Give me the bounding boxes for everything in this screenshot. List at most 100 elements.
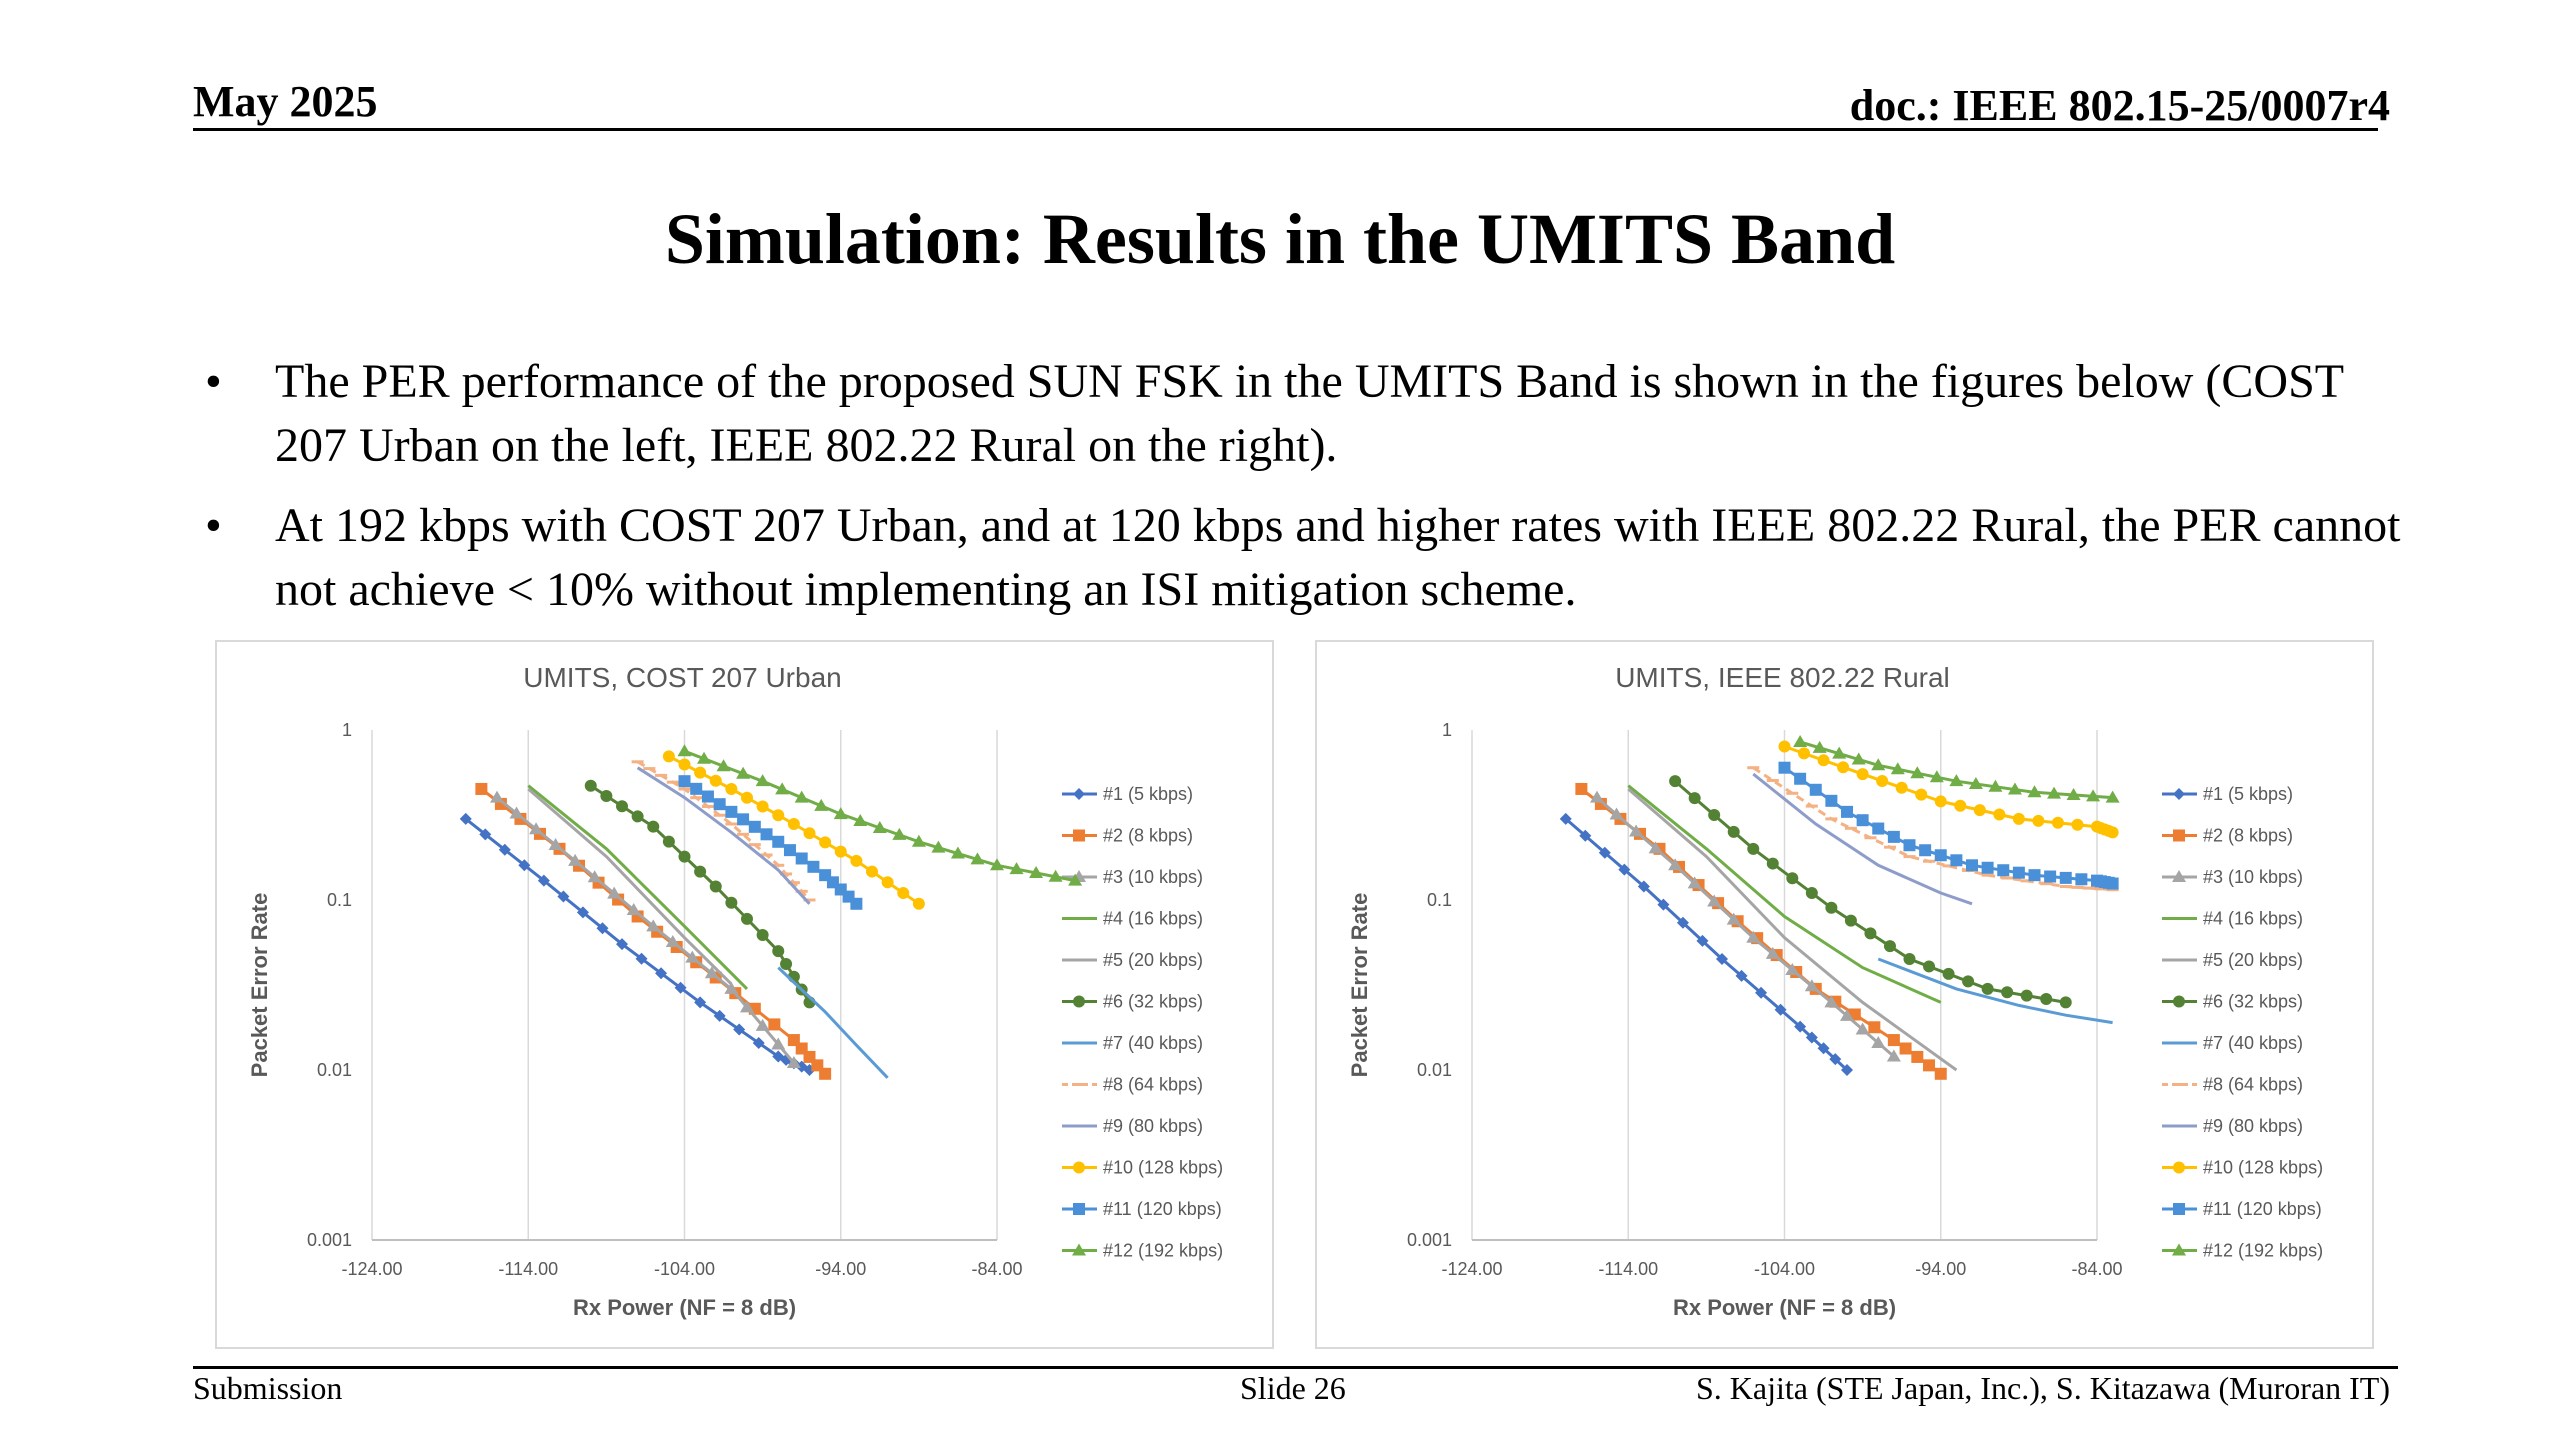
series-line-4 xyxy=(1627,784,1942,1004)
bullet-item: • At 192 kbps with COST 207 Urban, and at… xyxy=(205,494,2405,622)
data-point-series-8 xyxy=(748,843,761,847)
data-point-series-11 xyxy=(701,790,714,803)
data-point-series-10 xyxy=(897,887,910,900)
legend-label-6: #6 (32 kbps) xyxy=(2203,992,2303,1012)
data-point-series-8 xyxy=(2001,876,2014,880)
data-point-series-11 xyxy=(772,835,785,848)
legend-label-8: #8 (64 kbps) xyxy=(2203,1075,2303,1095)
data-point-series-8 xyxy=(1805,804,1818,808)
data-point-series-3 xyxy=(755,1018,770,1031)
data-point-series-12 xyxy=(794,790,809,803)
data-point-series-3 xyxy=(607,886,622,899)
y-tick-label: 0.001 xyxy=(307,1230,352,1250)
data-point-series-2 xyxy=(1911,1050,1924,1063)
legend-marker-2 xyxy=(1073,829,1085,842)
data-point-series-8 xyxy=(1747,766,1760,770)
data-point-series-3 xyxy=(1886,1049,1901,1062)
data-point-series-8 xyxy=(780,872,793,876)
data-point-series-10 xyxy=(2106,826,2119,839)
chart-title: UMITS, COST 207 Urban xyxy=(523,662,841,693)
data-point-series-2 xyxy=(1923,1059,1936,1072)
data-point-series-11 xyxy=(1841,805,1853,818)
data-point-series-12 xyxy=(1048,869,1063,882)
data-point-series-1 xyxy=(498,843,511,856)
data-point-series-11 xyxy=(713,798,726,811)
data-point-series-12 xyxy=(755,774,770,787)
data-point-series-1 xyxy=(1774,1003,1787,1016)
data-point-series-12 xyxy=(1793,734,1808,747)
data-point-series-6 xyxy=(1708,809,1721,821)
data-point-series-2 xyxy=(1575,782,1588,795)
y-tick-label: 0.1 xyxy=(327,890,352,910)
x-tick-label: -114.00 xyxy=(1598,1259,1658,1279)
data-point-series-12 xyxy=(1929,770,1944,783)
data-point-series-6 xyxy=(662,835,675,848)
data-point-series-11 xyxy=(1934,849,1947,862)
legend-label-2: #2 (8 kbps) xyxy=(2203,826,2293,846)
chart-panel-rural: UMITS, IEEE 802.22 Rural -124.00 -114.00 -1… xyxy=(1315,640,2374,1349)
data-point-series-12 xyxy=(833,807,848,820)
y-axis-label: Packet Error Rate xyxy=(247,893,272,1078)
data-point-series-6 xyxy=(780,957,793,970)
data-point-series-12 xyxy=(1009,862,1024,875)
legend-marker-12 xyxy=(1072,1243,1086,1256)
data-point-series-1 xyxy=(1755,986,1768,999)
y-tick-label: 0.001 xyxy=(1407,1230,1452,1250)
data-point-series-12 xyxy=(872,820,887,833)
data-point-series-10 xyxy=(881,876,894,889)
data-point-series-10 xyxy=(1778,740,1791,753)
data-point-series-2 xyxy=(1934,1067,1947,1080)
data-point-series-10 xyxy=(866,865,878,878)
data-point-series-1 xyxy=(576,906,589,919)
data-point-series-3 xyxy=(587,870,602,883)
legend-marker-11 xyxy=(1073,1203,1085,1215)
data-point-series-10 xyxy=(2032,814,2045,827)
data-point-series-3 xyxy=(724,981,739,994)
data-point-series-6 xyxy=(725,896,738,909)
header-date: May 2025 xyxy=(193,77,378,126)
data-point-series-1 xyxy=(459,812,472,825)
data-point-series-12 xyxy=(1968,776,1983,789)
legend-label-7: #7 (40 kbps) xyxy=(1103,1033,1203,1053)
data-point-series-1 xyxy=(674,981,687,994)
data-point-series-8 xyxy=(1786,791,1799,795)
data-point-series-12 xyxy=(1029,865,1044,878)
data-point-series-8 xyxy=(643,767,656,771)
data-point-series-1 xyxy=(1716,952,1728,965)
data-point-series-3 xyxy=(1648,841,1663,854)
data-point-series-1 xyxy=(1579,829,1592,842)
legend-label-5: #5 (20 kbps) xyxy=(1103,950,1203,970)
data-point-series-8 xyxy=(2106,888,2119,892)
data-point-series-8 xyxy=(713,813,726,817)
data-point-series-11 xyxy=(1872,822,1885,835)
data-point-series-10 xyxy=(787,817,800,830)
data-point-series-8 xyxy=(2083,886,2096,890)
data-point-series-10 xyxy=(2071,818,2084,831)
data-point-series-6 xyxy=(1825,901,1838,914)
data-point-series-11 xyxy=(1950,854,1963,867)
data-point-series-8 xyxy=(2059,885,2072,889)
legend-marker-8 xyxy=(2173,1083,2185,1086)
data-point-series-1 xyxy=(1735,969,1748,982)
data-point-series-12 xyxy=(1068,873,1083,886)
data-point-series-3 xyxy=(626,902,641,915)
x-tick-label: -114.00 xyxy=(498,1259,558,1279)
data-point-series-6 xyxy=(631,810,644,823)
legend-marker-1 xyxy=(1073,788,1085,800)
data-point-series-1 xyxy=(596,922,609,935)
x-axis-label: Rx Power (NF = 8 dB) xyxy=(573,1295,796,1320)
data-point-series-8 xyxy=(1883,845,1896,849)
data-point-series-6 xyxy=(1727,825,1740,838)
data-point-series-3 xyxy=(1855,1022,1870,1035)
data-point-series-8 xyxy=(2094,887,2107,891)
data-point-series-10 xyxy=(1798,747,1811,760)
x-tick-label: -104.00 xyxy=(1754,1259,1815,1279)
data-point-series-10 xyxy=(1973,804,1986,817)
data-point-series-6 xyxy=(1805,887,1818,900)
data-point-series-2 xyxy=(768,1018,781,1031)
data-point-series-3 xyxy=(529,822,544,835)
data-point-series-6 xyxy=(584,779,597,792)
data-point-series-10 xyxy=(725,782,738,795)
data-point-series-12 xyxy=(1949,774,1964,787)
data-point-series-3 xyxy=(490,790,504,803)
